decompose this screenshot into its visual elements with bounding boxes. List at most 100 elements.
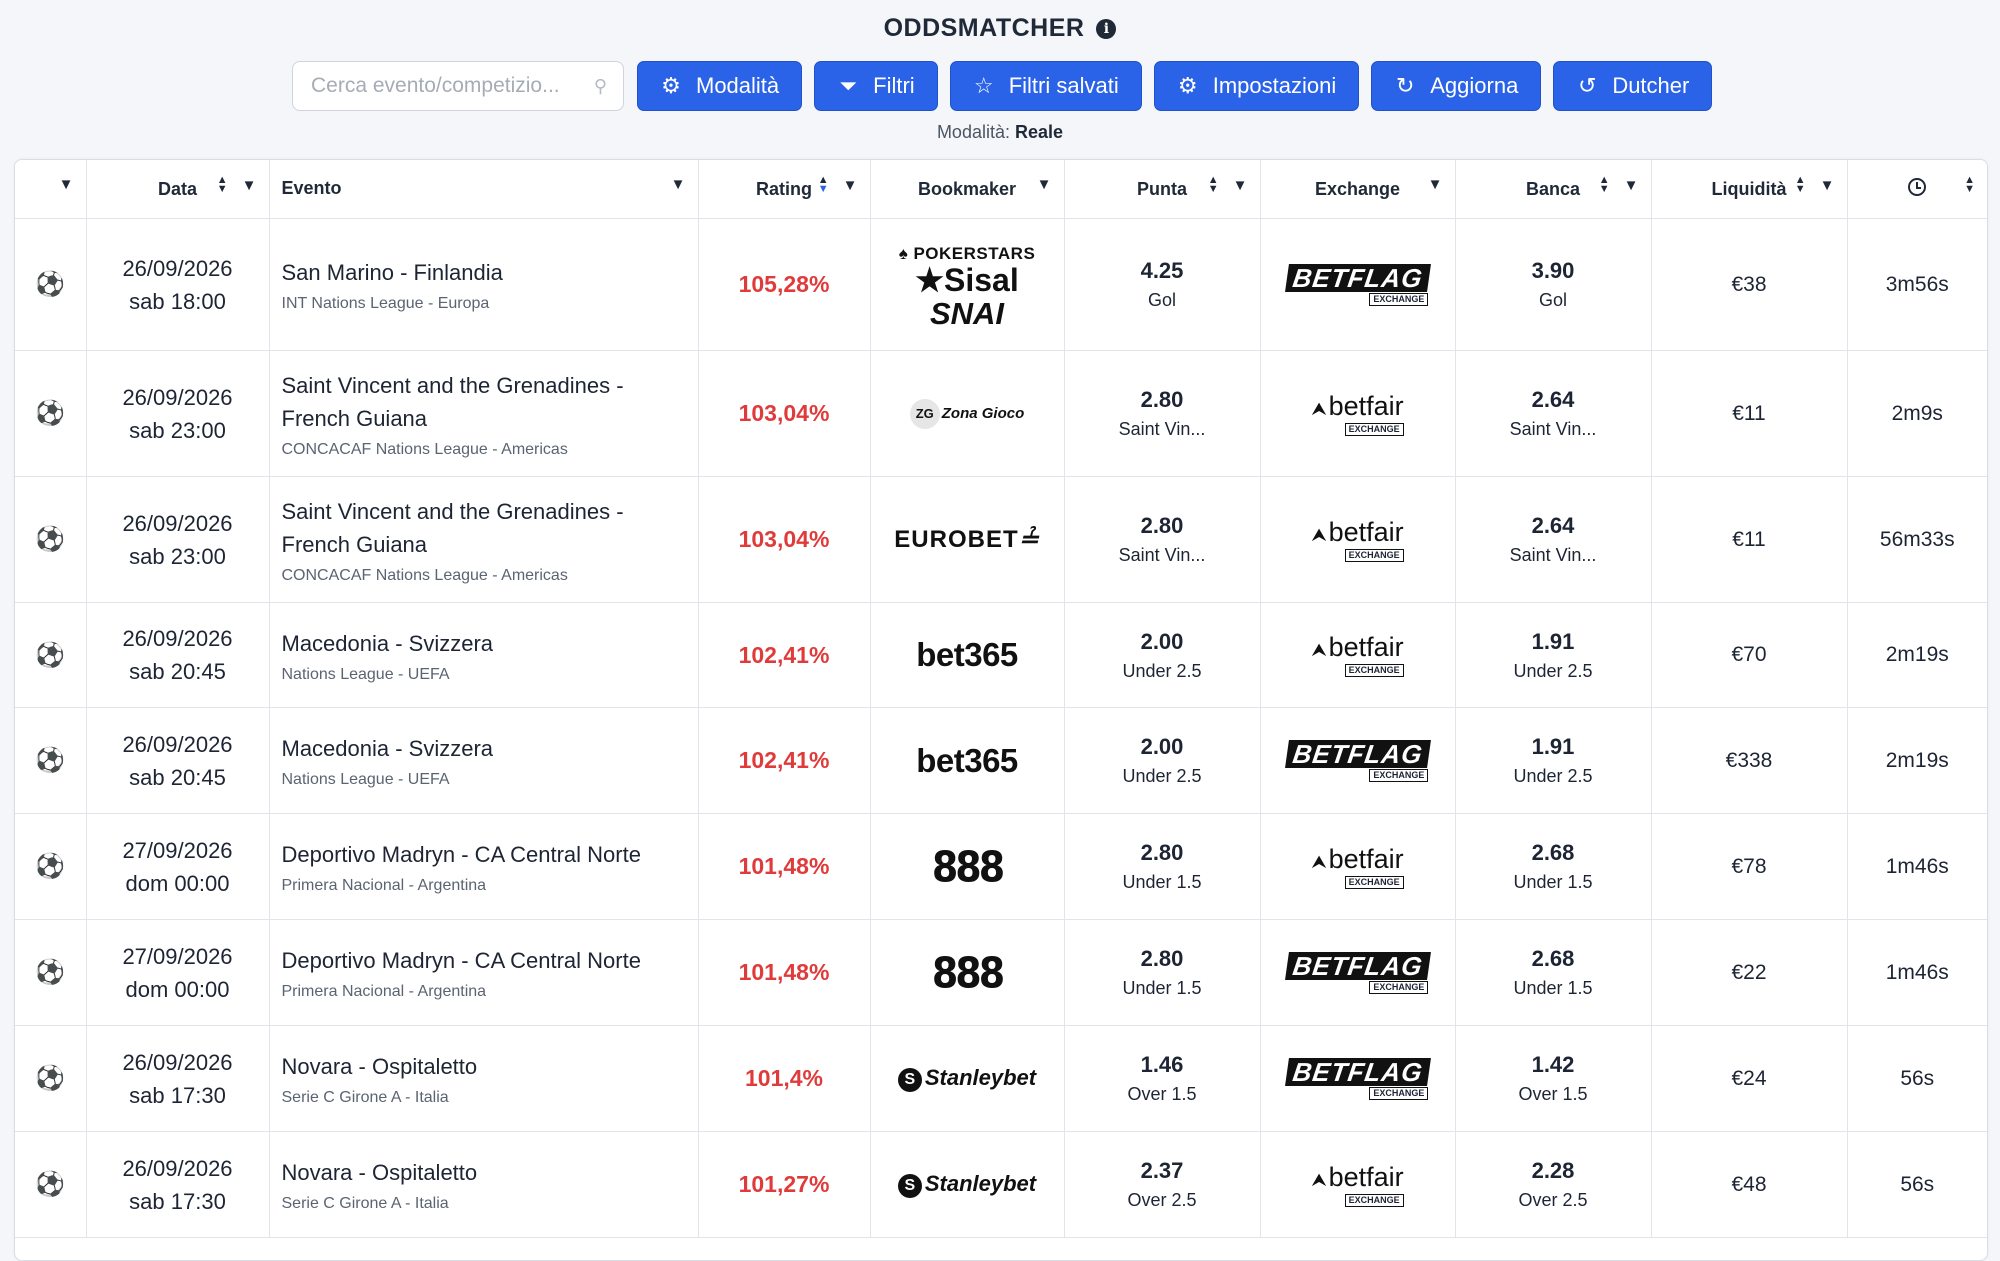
table-row[interactable]: ⚽ 26/09/2026 sab 23:00 Saint Vincent and… bbox=[15, 477, 1987, 603]
sort-icon[interactable]: ▲ ▼ bbox=[1964, 176, 1975, 194]
bookmaker-cell[interactable]: EUROBET≟ bbox=[870, 477, 1064, 603]
event-cell[interactable]: Novara - Ospitaletto Serie C Girone A - … bbox=[269, 1132, 698, 1238]
col-header-banca[interactable]: Banca ▲ ▼ ▼ bbox=[1455, 160, 1651, 219]
event-cell[interactable]: Novara - Ospitaletto Serie C Girone A - … bbox=[269, 1026, 698, 1132]
exchange-cell[interactable]: ⮝betfair EXCHANGE bbox=[1260, 351, 1455, 477]
punta-cell[interactable]: 2.80 Saint Vin... bbox=[1064, 351, 1260, 477]
exchange-cell[interactable]: ⮝betfair EXCHANGE bbox=[1260, 603, 1455, 708]
event-cell[interactable]: Deportivo Madryn - CA Central Norte Prim… bbox=[269, 814, 698, 920]
punta-cell[interactable]: 2.37 Over 2.5 bbox=[1064, 1132, 1260, 1238]
aggiorna-button[interactable]: ↻ Aggiorna bbox=[1371, 61, 1541, 111]
col-header-time[interactable]: ▲ ▼ bbox=[1847, 160, 1987, 219]
filter-icon[interactable]: ▼ bbox=[1624, 177, 1639, 194]
col-header-liquidita[interactable]: Liquidità ▲ ▼ ▼ bbox=[1651, 160, 1847, 219]
col-header-punta[interactable]: Punta ▲ ▼ ▼ bbox=[1064, 160, 1260, 219]
event-name: Deportivo Madryn - CA Central Norte bbox=[282, 944, 697, 977]
table-row[interactable]: ⚽ 26/09/2026 sab 23:00 Saint Vincent and… bbox=[15, 351, 1987, 477]
banca-cell[interactable]: 2.64 Saint Vin... bbox=[1455, 351, 1651, 477]
banca-cell[interactable]: 1.91 Under 2.5 bbox=[1455, 708, 1651, 814]
betfair-exchange-logo: ⮝betfair EXCHANGE bbox=[1311, 1163, 1403, 1207]
bet365-logo: bet365 bbox=[916, 742, 1018, 780]
dutcher-button[interactable]: ↺ Dutcher bbox=[1553, 61, 1712, 111]
filter-icon[interactable]: ▼ bbox=[1037, 176, 1052, 193]
filter-icon[interactable]: ▼ bbox=[1233, 177, 1248, 194]
punta-market: Over 1.5 bbox=[1066, 1084, 1259, 1105]
event-cell[interactable]: Macedonia - Svizzera Nations League - UE… bbox=[269, 708, 698, 814]
exchange-cell[interactable]: ⮝betfair EXCHANGE bbox=[1260, 1132, 1455, 1238]
table-row[interactable]: ⚽ 26/09/2026 sab 17:30 Novara - Ospitale… bbox=[15, 1026, 1987, 1132]
filter-icon[interactable]: ▼ bbox=[671, 176, 686, 193]
exchange-cell[interactable]: BETFLAG EXCHANGE bbox=[1260, 920, 1455, 1026]
bookmaker-cell[interactable]: S Stanleybet bbox=[870, 1132, 1064, 1238]
event-cell[interactable]: Saint Vincent and the Grenadines - Frenc… bbox=[269, 477, 698, 603]
exchange-cell[interactable]: ⮝betfair EXCHANGE bbox=[1260, 477, 1455, 603]
event-cell[interactable]: Deportivo Madryn - CA Central Norte Prim… bbox=[269, 920, 698, 1026]
table-row[interactable]: ⚽ 26/09/2026 sab 20:45 Macedonia - Svizz… bbox=[15, 603, 1987, 708]
sort-icon[interactable]: ▲ ▼ bbox=[818, 176, 829, 194]
punta-cell[interactable]: 1.46 Over 1.5 bbox=[1064, 1026, 1260, 1132]
exchange-cell[interactable]: BETFLAG EXCHANGE bbox=[1260, 1026, 1455, 1132]
exchange-cell[interactable]: BETFLAG EXCHANGE bbox=[1260, 219, 1455, 351]
exchange-cell[interactable]: ⮝betfair EXCHANGE bbox=[1260, 814, 1455, 920]
exchange-cell[interactable]: BETFLAG EXCHANGE bbox=[1260, 708, 1455, 814]
event-cell[interactable]: San Marino - Finlandia INT Nations Leagu… bbox=[269, 219, 698, 351]
col-header-data[interactable]: Data ▲ ▼ ▼ bbox=[86, 160, 269, 219]
col-header-bookmaker[interactable]: Bookmaker ▼ bbox=[870, 160, 1064, 219]
search-icon[interactable]: ⚲ bbox=[594, 76, 607, 97]
punta-odd: 2.37 bbox=[1066, 1158, 1259, 1184]
search-box: ⚲ bbox=[292, 61, 624, 111]
col-header-sport: ▼ bbox=[15, 160, 86, 219]
banca-cell[interactable]: 2.68 Under 1.5 bbox=[1455, 814, 1651, 920]
sort-icon[interactable]: ▲ ▼ bbox=[1208, 176, 1219, 194]
rotate-icon: ↺ bbox=[1576, 75, 1598, 97]
bookmaker-cell[interactable]: 888 bbox=[870, 814, 1064, 920]
bookmaker-cell[interactable]: bet365 bbox=[870, 708, 1064, 814]
table-row[interactable]: ⚽ 27/09/2026 dom 00:00 Deportivo Madryn … bbox=[15, 920, 1987, 1026]
punta-cell[interactable]: 2.00 Under 2.5 bbox=[1064, 708, 1260, 814]
event-cell[interactable]: Macedonia - Svizzera Nations League - UE… bbox=[269, 603, 698, 708]
banca-cell[interactable]: 3.90 Gol bbox=[1455, 219, 1651, 351]
punta-cell[interactable]: 2.80 Saint Vin... bbox=[1064, 477, 1260, 603]
punta-cell[interactable]: 4.25 Gol bbox=[1064, 219, 1260, 351]
bookmaker-cell[interactable]: ZG Zona Gioco bbox=[870, 351, 1064, 477]
filter-icon: ⏷ bbox=[837, 75, 859, 97]
sort-icon[interactable]: ▲ ▼ bbox=[1599, 176, 1610, 194]
punta-cell[interactable]: 2.80 Under 1.5 bbox=[1064, 920, 1260, 1026]
col-header-label: Exchange bbox=[1315, 179, 1400, 199]
clock-icon bbox=[1908, 178, 1926, 196]
col-header-rating[interactable]: Rating ▲ ▼ ▼ bbox=[698, 160, 870, 219]
sort-icon[interactable]: ▲ ▼ bbox=[217, 176, 228, 194]
impostazioni-button[interactable]: ⚙ Impostazioni bbox=[1154, 61, 1360, 111]
bookmaker-cell[interactable]: ♠ POKERSTARS ★Sisal SNAI bbox=[870, 219, 1064, 351]
filter-icon[interactable]: ▼ bbox=[843, 177, 858, 194]
banca-cell[interactable]: 2.28 Over 2.5 bbox=[1455, 1132, 1651, 1238]
filter-icon[interactable]: ▼ bbox=[1820, 177, 1835, 194]
rating-value: 103,04% bbox=[698, 351, 870, 477]
col-header-evento[interactable]: Evento ▼ bbox=[269, 160, 698, 219]
table-row[interactable]: ⚽ 26/09/2026 sab 17:30 Novara - Ospitale… bbox=[15, 1132, 1987, 1238]
filter-icon[interactable]: ▼ bbox=[59, 176, 74, 193]
banca-cell[interactable]: 2.68 Under 1.5 bbox=[1455, 920, 1651, 1026]
filtri-salvati-button[interactable]: ☆ Filtri salvati bbox=[950, 61, 1142, 111]
info-icon[interactable]: i bbox=[1096, 19, 1116, 39]
banca-cell[interactable]: 2.64 Saint Vin... bbox=[1455, 477, 1651, 603]
table-header-row: ▼ Data ▲ ▼ ▼ Evento ▼ Rating ▲ ▼ bbox=[15, 160, 1987, 219]
bookmaker-cell[interactable]: 888 bbox=[870, 920, 1064, 1026]
col-header-exchange[interactable]: Exchange ▼ bbox=[1260, 160, 1455, 219]
punta-cell[interactable]: 2.80 Under 1.5 bbox=[1064, 814, 1260, 920]
bookmaker-cell[interactable]: S Stanleybet bbox=[870, 1026, 1064, 1132]
filter-icon[interactable]: ▼ bbox=[1428, 176, 1443, 193]
table-row[interactable]: ⚽ 26/09/2026 sab 18:00 San Marino - Finl… bbox=[15, 219, 1987, 351]
banca-cell[interactable]: 1.42 Over 1.5 bbox=[1455, 1026, 1651, 1132]
table-row[interactable]: ⚽ 27/09/2026 dom 00:00 Deportivo Madryn … bbox=[15, 814, 1987, 920]
table-row[interactable]: ⚽ 26/09/2026 sab 20:45 Macedonia - Svizz… bbox=[15, 708, 1987, 814]
banca-cell[interactable]: 1.91 Under 2.5 bbox=[1455, 603, 1651, 708]
event-cell[interactable]: Saint Vincent and the Grenadines - Frenc… bbox=[269, 351, 698, 477]
modalita-button[interactable]: ⚙ Modalità bbox=[637, 61, 802, 111]
punta-cell[interactable]: 2.00 Under 2.5 bbox=[1064, 603, 1260, 708]
filtri-button[interactable]: ⏷ Filtri bbox=[814, 61, 938, 111]
filter-icon[interactable]: ▼ bbox=[242, 177, 257, 194]
bookmaker-cell[interactable]: bet365 bbox=[870, 603, 1064, 708]
search-input[interactable] bbox=[309, 73, 594, 99]
sort-icon[interactable]: ▲ ▼ bbox=[1795, 176, 1806, 194]
